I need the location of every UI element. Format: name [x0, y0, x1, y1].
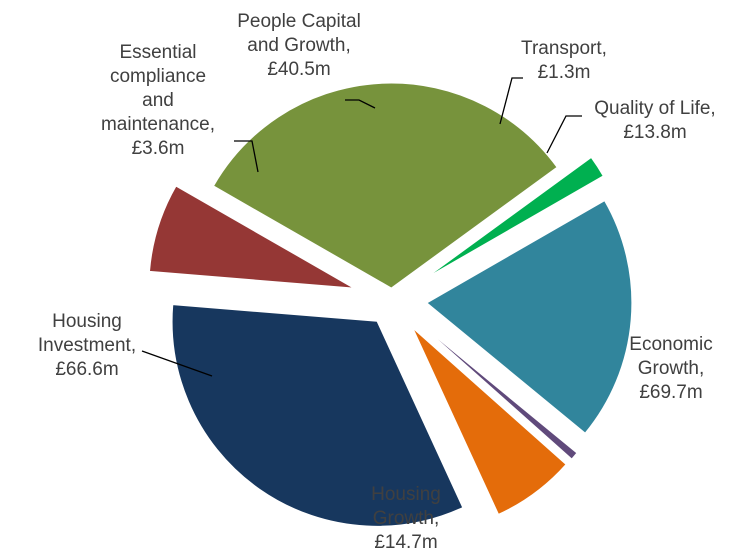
pie-slice: [418, 322, 578, 460]
leader-line: [499, 77, 523, 125]
slice-label-line: £66.6m: [55, 359, 118, 380]
slice-label-line: Quality of Life,: [594, 98, 715, 119]
slice-label-line: Housing: [52, 311, 122, 332]
leader-line: [141, 350, 213, 377]
slice-label: Economic Growth, £69.7m: [629, 334, 712, 403]
label-leader-lines: [141, 77, 582, 377]
slice-label-line: £1.3m: [538, 62, 591, 83]
pie-slice: [412, 327, 567, 516]
slice-label-line: Essential: [119, 42, 196, 63]
slice-label-line: Investment,: [38, 335, 136, 356]
leader-line: [546, 115, 582, 154]
pie-slice: [212, 82, 558, 289]
slice-label-line: Economic: [629, 334, 712, 355]
slice-label-line: Transport,: [521, 38, 607, 59]
pie-slices: [148, 82, 633, 527]
leader-line: [345, 99, 376, 109]
slice-label-line: Growth,: [373, 508, 440, 529]
slice-label-line: £40.5m: [267, 59, 330, 80]
pie-slice: [171, 304, 464, 527]
pie-slice: [148, 185, 355, 289]
slice-label-line: £13.8m: [623, 122, 686, 143]
slice-label-line: £3.6m: [132, 138, 185, 159]
slice-label-line: £69.7m: [639, 382, 702, 403]
slice-label: Transport, £1.3m: [521, 38, 607, 83]
slice-label-line: Growth,: [638, 358, 705, 379]
slice-label-line: Housing: [371, 484, 441, 505]
slice-label-line: and: [142, 90, 174, 111]
pie-slice: [426, 199, 633, 434]
slice-label: Housing Growth, £14.7m: [371, 484, 441, 553]
slice-label: Housing Investment, £66.6m: [38, 311, 136, 380]
slice-labels: Economic Growth, £69.7m Housing Growth, £14.7…: [38, 11, 716, 553]
slice-label-line: £14.7m: [374, 532, 437, 553]
slice-label: Essential compliance and maintenance, £3.6m: [101, 42, 215, 159]
pie-slice: [425, 156, 604, 279]
slice-label: People Capital and Growth, £40.5m: [237, 11, 361, 80]
slice-label-line: People Capital: [237, 11, 361, 32]
slice-label-line: and Growth,: [247, 35, 351, 56]
slice-label-line: maintenance,: [101, 114, 215, 135]
slice-label-line: compliance: [110, 66, 206, 87]
leader-line: [234, 140, 259, 173]
slice-label: Quality of Life, £13.8m: [594, 98, 715, 143]
